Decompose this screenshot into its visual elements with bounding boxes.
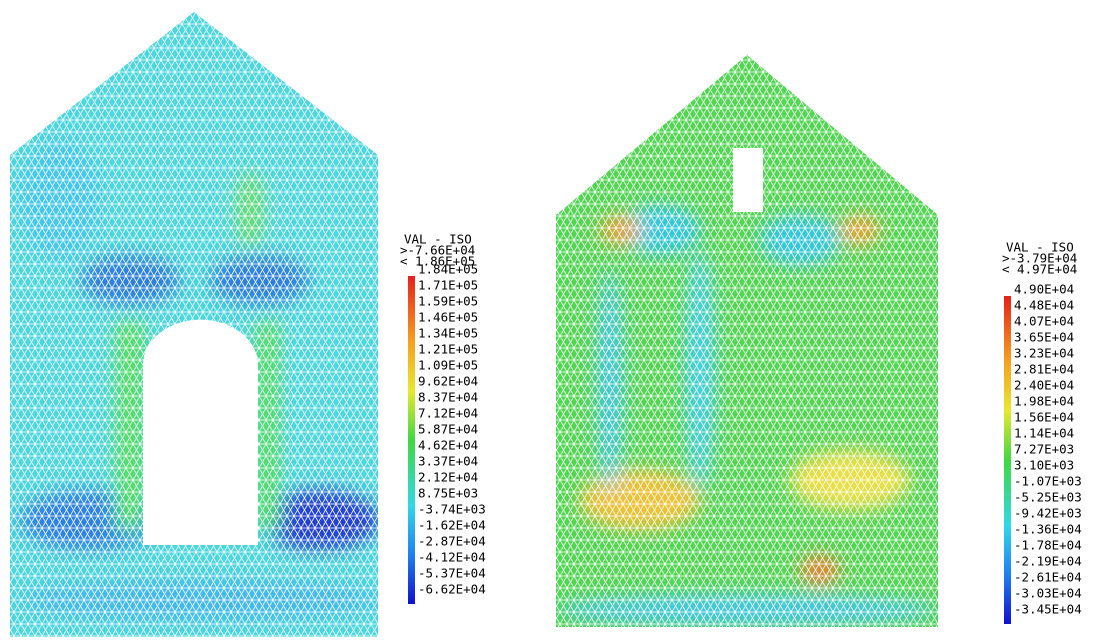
legend-label: -2.19E+04	[1014, 554, 1082, 569]
legend-label: 3.23E+04	[1014, 346, 1074, 361]
legend-label: 4.07E+04	[1014, 314, 1074, 329]
legend-label: -9.42E+03	[1014, 506, 1082, 521]
legend-label: 4.90E+04	[1014, 282, 1074, 297]
legend-label: 1.21E+05	[418, 342, 478, 357]
legend-label: -3.03E+04	[1014, 586, 1082, 601]
legend-label: 1.56E+04	[1014, 410, 1074, 425]
legend-max: >-3.79E+04	[1002, 251, 1077, 266]
legend-title: VAL - ISO	[404, 232, 472, 247]
legend-title: VAL - ISO	[1006, 240, 1074, 255]
legend-min: < 1.86E+05	[400, 254, 475, 269]
legend-label: 1.59E+05	[418, 294, 478, 309]
legend-label: 1.71E+05	[418, 278, 478, 293]
legend-label: 3.65E+04	[1014, 330, 1074, 345]
legend-min: < 4.97E+04	[1002, 262, 1077, 277]
legend-label: 9.62E+04	[418, 374, 478, 389]
legend-label: 3.10E+03	[1014, 458, 1074, 473]
color-bar	[1004, 296, 1011, 624]
legend-max: >-7.66E+04	[400, 243, 475, 258]
legend-label: -1.07E+03	[1014, 474, 1082, 489]
left-model	[10, 12, 378, 637]
color-bar	[408, 276, 415, 604]
legend-label: 8.37E+04	[418, 390, 478, 405]
legend-label: -2.61E+04	[1014, 570, 1082, 585]
legend-label: 5.87E+04	[418, 422, 478, 437]
legend-label: -5.25E+03	[1014, 490, 1082, 505]
legend-label: -1.36E+04	[1014, 522, 1082, 537]
legend-label: -3.74E+03	[418, 502, 486, 517]
legend-label: 2.81E+04	[1014, 362, 1074, 377]
legend-label: 1.84E+05	[418, 262, 478, 277]
legend-label: 1.09E+05	[418, 358, 478, 373]
legend-label: -5.37E+04	[418, 566, 486, 581]
legend-label: 7.27E+03	[1014, 442, 1074, 457]
legend-label: 8.75E+03	[418, 486, 478, 501]
legend-label: 1.46E+05	[418, 310, 478, 325]
legend-label: -6.62E+04	[418, 582, 486, 597]
legend-label: -4.12E+04	[418, 550, 486, 565]
legend-label: 1.34E+05	[418, 326, 478, 341]
legend-label: 2.40E+04	[1014, 378, 1074, 393]
legend-label: -1.62E+04	[418, 518, 486, 533]
legend-label: 3.37E+04	[418, 454, 478, 469]
legend-label: 4.48E+04	[1014, 298, 1074, 313]
legend-label: -1.78E+04	[1014, 538, 1082, 553]
legend-label: -3.45E+04	[1014, 602, 1082, 617]
legend-label: 7.12E+04	[418, 406, 478, 421]
legend-label: 4.62E+04	[418, 438, 478, 453]
right-model	[556, 55, 938, 627]
legend-label: -2.87E+04	[418, 534, 486, 549]
legend-label: 1.98E+04	[1014, 394, 1074, 409]
legend-label: 2.12E+04	[418, 470, 478, 485]
legend-label: 1.14E+04	[1014, 426, 1074, 441]
